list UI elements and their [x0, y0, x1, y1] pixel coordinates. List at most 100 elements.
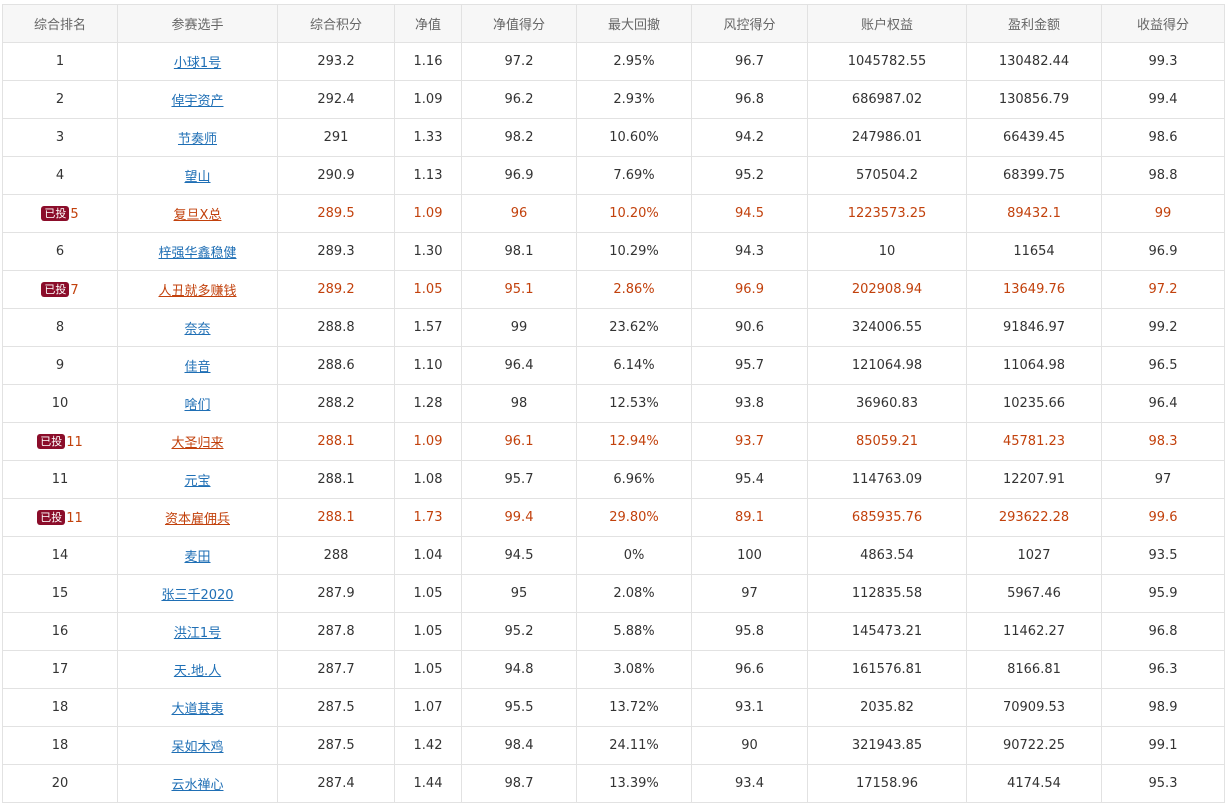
cell-equity: 1045782.55 [807, 42, 967, 81]
cell-rank: 18 [2, 726, 118, 765]
cell-player: 麦田 [117, 536, 278, 575]
cell-nav: 1.28 [394, 384, 462, 423]
cell-nav-score: 95.7 [461, 460, 577, 499]
player-link[interactable]: 张三千2020 [161, 588, 234, 603]
player-link[interactable]: 大道甚夷 [171, 702, 224, 717]
rank-value: 8 [55, 320, 65, 335]
player-link[interactable]: 云水禅心 [171, 778, 224, 793]
player-link[interactable]: 大圣归来 [171, 436, 224, 451]
cell-score: 288.6 [277, 346, 395, 385]
cell-score: 287.9 [277, 574, 395, 613]
cell-player: 人丑就多赚钱 [117, 270, 278, 309]
cell-nav: 1.09 [394, 422, 462, 461]
cell-equity: 112835.58 [807, 574, 967, 613]
table-row: 17 天.地.人 287.7 1.05 94.8 3.08% 96.6 161576.81 81… [2, 650, 1225, 689]
cell-profit: 11654 [966, 232, 1102, 271]
cell-nav-score: 98.7 [461, 764, 577, 803]
cell-nav: 1.04 [394, 536, 462, 575]
player-link[interactable]: 啥们 [184, 398, 211, 413]
player-link[interactable]: 元宝 [184, 474, 211, 489]
cell-nav: 1.13 [394, 156, 462, 195]
cell-nav: 1.07 [394, 688, 462, 727]
player-link[interactable]: 节奏师 [177, 132, 217, 147]
cell-nav-score: 96.9 [461, 156, 577, 195]
player-link[interactable]: 梓强华鑫稳健 [158, 246, 237, 261]
cell-nav-score: 95.1 [461, 270, 577, 309]
player-link[interactable]: 奈奈 [184, 322, 211, 337]
cell-player: 节奏师 [117, 118, 278, 157]
table-row: 15 张三千2020 287.9 1.05 95 2.08% 97 112835.58 5967… [2, 574, 1225, 613]
cell-nav: 1.05 [394, 270, 462, 309]
cell-score: 288.1 [277, 422, 395, 461]
cell-rank: 已投 5 [2, 194, 118, 233]
cell-risk-score: 90 [691, 726, 808, 765]
player-link[interactable]: 资本雇佣兵 [164, 512, 230, 527]
table-row: 18 大道甚夷 287.5 1.07 95.5 13.72% 93.1 2035.82 7090… [2, 688, 1225, 727]
cell-max-drawdown: 13.39% [576, 764, 692, 803]
cell-nav-score: 95.5 [461, 688, 577, 727]
player-link[interactable]: 倬宇资产 [171, 94, 224, 109]
table-row: 18 呆如木鸡 287.5 1.42 98.4 24.11% 90 321943.85 9072… [2, 726, 1225, 765]
cell-nav-score: 95.2 [461, 612, 577, 651]
cell-rank: 14 [2, 536, 118, 575]
cell-return-score: 98.6 [1101, 118, 1225, 157]
cell-rank: 18 [2, 688, 118, 727]
cell-profit: 11462.27 [966, 612, 1102, 651]
cell-equity: 121064.98 [807, 346, 967, 385]
rank-value: 3 [55, 130, 65, 145]
cell-player: 大道甚夷 [117, 688, 278, 727]
cell-rank: 16 [2, 612, 118, 651]
cell-equity: 145473.21 [807, 612, 967, 651]
table-row: 1 小球1号 293.2 1.16 97.2 2.95% 96.7 1045782.55 130… [2, 42, 1225, 81]
player-link[interactable]: 小球1号 [173, 56, 222, 71]
cell-return-score: 98.9 [1101, 688, 1225, 727]
cell-risk-score: 93.1 [691, 688, 808, 727]
cell-nav-score: 98.2 [461, 118, 577, 157]
cell-profit: 13649.76 [966, 270, 1102, 309]
cell-max-drawdown: 5.88% [576, 612, 692, 651]
cell-player: 梓强华鑫稳健 [117, 232, 278, 271]
cell-player: 啥们 [117, 384, 278, 423]
cell-rank: 8 [2, 308, 118, 347]
cell-risk-score: 89.1 [691, 498, 808, 537]
cell-rank: 1 [2, 42, 118, 81]
player-link[interactable]: 天.地.人 [173, 664, 222, 679]
cell-profit: 12207.91 [966, 460, 1102, 499]
cell-nav: 1.08 [394, 460, 462, 499]
ranking-table: 综合排名 参赛选手 综合积分 净值 净值得分 最大回撤 风控得分 账户权益 盈利金额 收益得分 1… [2, 4, 1225, 803]
player-link[interactable]: 呆如木鸡 [171, 740, 224, 755]
cell-return-score: 99.2 [1101, 308, 1225, 347]
player-link[interactable]: 佳音 [184, 360, 211, 375]
cell-nav: 1.33 [394, 118, 462, 157]
cell-return-score: 95.9 [1101, 574, 1225, 613]
cell-nav-score: 99.4 [461, 498, 577, 537]
cell-return-score: 96.4 [1101, 384, 1225, 423]
player-link[interactable]: 望山 [184, 170, 211, 185]
cell-equity: 2035.82 [807, 688, 967, 727]
cell-player: 呆如木鸡 [117, 726, 278, 765]
rank-value: 6 [55, 244, 65, 259]
cell-risk-score: 93.4 [691, 764, 808, 803]
cell-rank: 6 [2, 232, 118, 271]
cell-score: 292.4 [277, 80, 395, 119]
cell-equity: 36960.83 [807, 384, 967, 423]
cell-profit: 293622.28 [966, 498, 1102, 537]
cell-profit: 10235.66 [966, 384, 1102, 423]
player-link[interactable]: 麦田 [184, 550, 211, 565]
cell-max-drawdown: 2.95% [576, 42, 692, 81]
header-nav: 净值 [394, 4, 462, 43]
cell-risk-score: 96.8 [691, 80, 808, 119]
cell-risk-score: 100 [691, 536, 808, 575]
cell-player: 佳音 [117, 346, 278, 385]
cell-profit: 66439.45 [966, 118, 1102, 157]
player-link[interactable]: 洪江1号 [173, 626, 222, 641]
cell-return-score: 97.2 [1101, 270, 1225, 309]
cell-rank: 20 [2, 764, 118, 803]
player-link[interactable]: 复旦X总 [173, 208, 222, 223]
player-link[interactable]: 人丑就多赚钱 [158, 284, 237, 299]
cell-risk-score: 96.7 [691, 42, 808, 81]
invested-badge: 已投 [37, 509, 66, 525]
table-row: 14 麦田 288 1.04 94.5 0% 100 4863.54 1027 93.5 [2, 536, 1225, 575]
cell-max-drawdown: 13.72% [576, 688, 692, 727]
cell-nav: 1.44 [394, 764, 462, 803]
